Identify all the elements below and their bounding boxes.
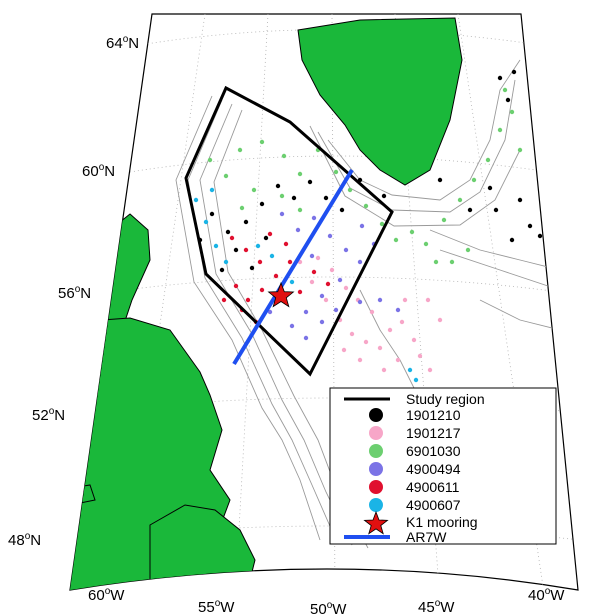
lat-label: 48oN bbox=[8, 531, 41, 549]
legend-float-swatch bbox=[369, 426, 383, 440]
lon-label: 60oW bbox=[88, 586, 125, 604]
study-region bbox=[184, 85, 394, 377]
legend-float-swatch bbox=[369, 444, 383, 458]
lon-label: 40oW bbox=[528, 586, 565, 604]
float-4900494-dots bbox=[267, 211, 401, 341]
legend-mooring-star bbox=[363, 510, 389, 535]
legend-float-label: 4900494 bbox=[406, 461, 461, 477]
legend-float-label: 1901217 bbox=[406, 425, 461, 441]
legend-float-swatch bbox=[369, 480, 383, 494]
legend-float-label: 4900607 bbox=[406, 497, 461, 513]
lon-label: 45oW bbox=[418, 598, 455, 616]
legend-float-label: 4900611 bbox=[406, 479, 460, 495]
legend-float-label: 6901030 bbox=[406, 443, 461, 459]
float-4900607-dots bbox=[193, 187, 419, 383]
lon-label: 50oW bbox=[310, 600, 347, 616]
legend-mooring-label: K1 mooring bbox=[406, 514, 478, 530]
greenland bbox=[297, 17, 463, 186]
latitude-labels: 64oN 60oN 56oN 52oN 48oN bbox=[8, 34, 139, 549]
k1-mooring-star bbox=[267, 281, 295, 308]
longitude-labels: 60oW 55oW 50oW 45oW 40oW bbox=[88, 586, 565, 616]
legend-float-swatch bbox=[369, 498, 383, 512]
lat-label: 64oN bbox=[106, 34, 139, 52]
ar7w-section bbox=[232, 168, 354, 366]
lon-label: 55oW bbox=[198, 598, 235, 616]
legend-box bbox=[329, 387, 557, 545]
lat-label: 60oN bbox=[82, 162, 115, 180]
lat-label: 52oN bbox=[32, 406, 65, 424]
legend-float-swatch bbox=[369, 408, 383, 422]
legend-float-label: 1901210 bbox=[406, 407, 461, 423]
legend-float-swatch bbox=[369, 462, 383, 476]
lat-label: 56oN bbox=[58, 284, 91, 302]
legend: Study region 1901210 1901217 6901030 490… bbox=[329, 387, 557, 545]
legend-study-region-label: Study region bbox=[406, 391, 485, 407]
float-6901030-dots bbox=[207, 87, 523, 265]
legend-ar7w-label: AR7W bbox=[406, 529, 447, 545]
float-1901217-dots bbox=[297, 255, 443, 373]
